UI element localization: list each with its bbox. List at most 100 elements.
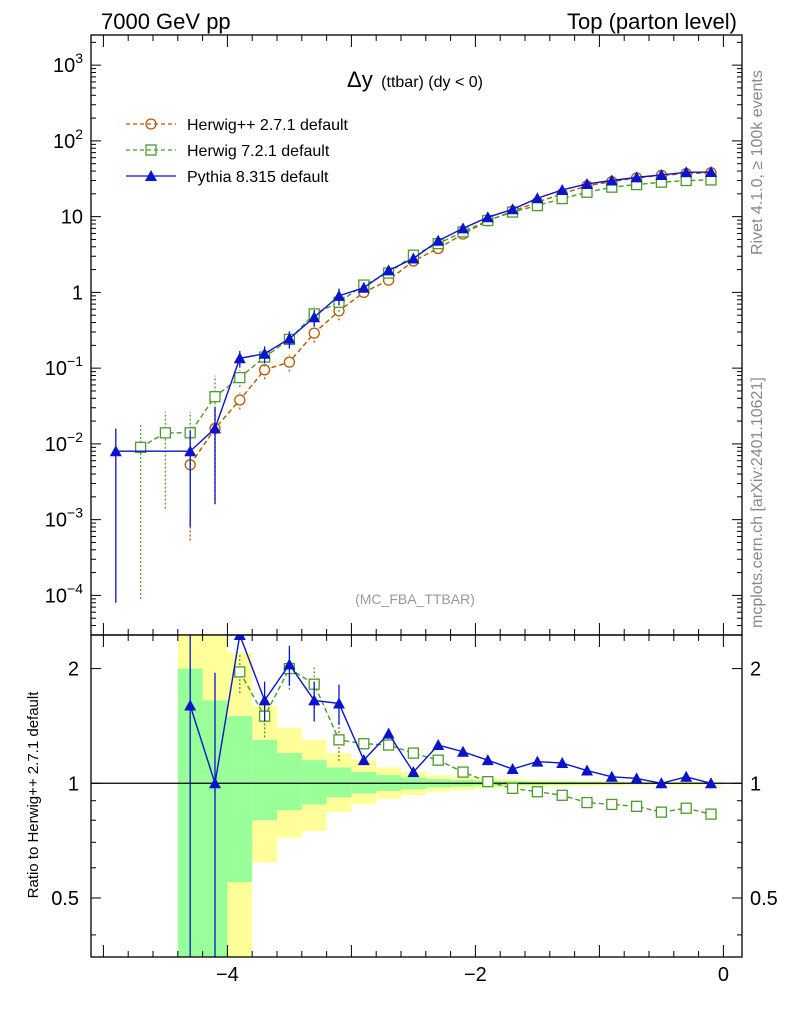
legend-label-pythia: Pythia 8.315 default bbox=[187, 169, 329, 186]
data-point bbox=[333, 734, 345, 746]
data-point bbox=[655, 806, 668, 818]
green-band-bin bbox=[227, 716, 253, 883]
data-point bbox=[209, 422, 221, 434]
data-point bbox=[308, 694, 321, 706]
data-point bbox=[457, 766, 469, 778]
y-tick-exponent: 3 bbox=[75, 50, 83, 66]
data-point bbox=[308, 311, 321, 323]
series-line bbox=[189, 635, 712, 784]
data-point bbox=[457, 222, 469, 234]
y-tick-label: 10−3 bbox=[45, 505, 83, 532]
y-tick-label: 10−2 bbox=[45, 429, 83, 456]
ratio-y-tick-label: 0.5 bbox=[51, 888, 79, 910]
y-tick-exponent: −2 bbox=[67, 429, 83, 445]
legend-marker-herwig7 bbox=[145, 144, 157, 156]
legend-label-herwigpp: Herwig++ 2.7.1 default bbox=[187, 117, 349, 134]
data-point bbox=[159, 427, 172, 439]
data-point bbox=[457, 745, 469, 757]
data-point bbox=[382, 739, 395, 751]
legend: Herwig++ 2.7.1 default Herwig 7.2.1 defa… bbox=[126, 117, 349, 186]
data-point bbox=[333, 289, 345, 301]
ratio-panel: −4 −2 0 0.5 0.5 1 1 2 2 bbox=[51, 634, 778, 986]
legend-marker-pythia bbox=[145, 170, 157, 181]
data-point bbox=[234, 394, 246, 406]
data-point bbox=[556, 183, 569, 195]
ratio-y-tick-label: 2 bbox=[68, 659, 79, 681]
data-point bbox=[432, 754, 444, 766]
data-point bbox=[258, 347, 271, 359]
green-band-bin bbox=[301, 760, 327, 805]
y-tick-label: 102 bbox=[53, 126, 83, 153]
data-point bbox=[382, 264, 395, 276]
header-right-label: Top (parton level) bbox=[567, 9, 737, 34]
data-point bbox=[531, 755, 544, 767]
data-point bbox=[482, 775, 494, 788]
watermark: (MC_FBA_TTBAR) bbox=[355, 591, 475, 607]
data-point bbox=[506, 203, 519, 215]
data-point bbox=[556, 192, 568, 205]
data-point bbox=[109, 445, 122, 457]
main-panel: 10−4 10−3 10−2 10−1 1 10 102 103 bbox=[45, 34, 743, 636]
data-point bbox=[432, 234, 445, 246]
header-left-label: 7000 GeV pp bbox=[101, 9, 231, 34]
main-title: Δy (ttbar) (dy < 0) bbox=[347, 67, 483, 92]
data-point bbox=[680, 166, 693, 178]
data-point bbox=[283, 332, 296, 344]
data-point bbox=[333, 697, 345, 709]
data-point bbox=[605, 174, 618, 186]
y-tick-label: 1 bbox=[72, 282, 83, 304]
data-point bbox=[234, 666, 246, 678]
data-point bbox=[258, 694, 271, 706]
data-point bbox=[531, 786, 544, 798]
data-point bbox=[308, 327, 320, 339]
data-point bbox=[680, 802, 692, 814]
series-pythia-8-315-default bbox=[184, 635, 717, 957]
green-band-bin bbox=[326, 767, 352, 798]
y-tick-exponent: −3 bbox=[67, 505, 83, 521]
data-point bbox=[506, 782, 519, 794]
legend-label-herwig7: Herwig 7.2.1 default bbox=[187, 143, 330, 160]
data-point bbox=[481, 211, 494, 223]
x-tick-label: −4 bbox=[216, 964, 239, 986]
data-point bbox=[581, 177, 593, 189]
data-point bbox=[481, 754, 494, 766]
series-line bbox=[189, 172, 712, 466]
ratio-y-tick-label-right: 1 bbox=[750, 773, 761, 795]
data-point bbox=[209, 777, 221, 789]
main-title-symbol: Δy bbox=[347, 67, 373, 92]
data-point bbox=[630, 772, 643, 784]
legend-marker-herwigpp bbox=[145, 118, 157, 130]
series-pythia-8-315-default bbox=[109, 166, 717, 603]
data-point bbox=[234, 371, 246, 384]
ratio-bands bbox=[177, 635, 724, 957]
data-point bbox=[407, 747, 420, 759]
data-point bbox=[184, 445, 197, 457]
data-point bbox=[606, 798, 618, 811]
data-point bbox=[283, 658, 296, 670]
y-tick-exponent: −4 bbox=[67, 580, 83, 596]
data-point bbox=[407, 766, 420, 778]
series-line bbox=[115, 171, 712, 452]
side-label-top: Rivet 4.1.0, ≥ 100k events bbox=[749, 70, 766, 255]
data-point bbox=[605, 770, 618, 782]
data-point bbox=[655, 777, 668, 789]
data-point bbox=[581, 764, 593, 776]
data-point bbox=[382, 727, 395, 739]
ratio-ylabel: Ratio to Herwig++ 2.7.1 default bbox=[25, 691, 42, 899]
data-point bbox=[680, 770, 693, 782]
y-tick-label: 103 bbox=[53, 50, 83, 77]
series-line bbox=[140, 179, 712, 448]
data-point bbox=[581, 796, 593, 809]
y-tick-label: 10−4 bbox=[45, 580, 83, 607]
data-point bbox=[134, 441, 147, 454]
data-point bbox=[357, 281, 370, 293]
data-point bbox=[705, 808, 717, 820]
x-tick-label: 0 bbox=[718, 964, 729, 986]
data-point bbox=[506, 763, 519, 775]
data-point bbox=[233, 352, 246, 364]
data-point bbox=[283, 356, 296, 368]
data-point bbox=[358, 738, 370, 750]
ratio-y-tick-label-right: 2 bbox=[750, 659, 761, 681]
data-point bbox=[184, 699, 197, 711]
